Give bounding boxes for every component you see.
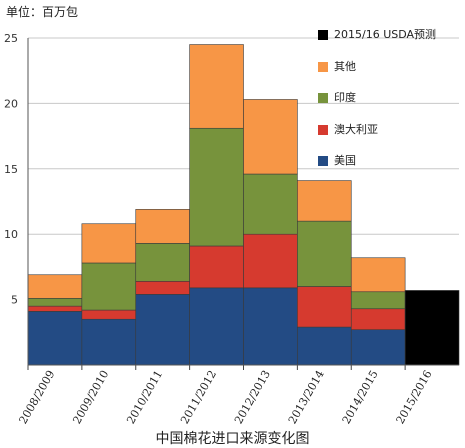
bar-segment (350, 308, 406, 330)
legend-item-other: 其他 (318, 60, 436, 92)
bar-segment (243, 173, 298, 235)
bar-segment (243, 287, 298, 366)
legend-item-forecast: 2015/16 USDA预测 (318, 28, 436, 60)
legend-label: 美国 (334, 154, 356, 167)
legend-swatch (318, 93, 328, 103)
unit-label: 单位：百万包 (6, 5, 79, 19)
x-tick-label: 2014/2015 (340, 368, 381, 426)
y-tick-label: 5 (11, 294, 18, 307)
bar-segment (350, 257, 406, 293)
bar-segment (81, 309, 137, 320)
bar-segment (135, 209, 190, 244)
legend-swatch (318, 61, 328, 72)
legend-label: 其他 (334, 59, 356, 73)
y-tick-label: 20 (4, 97, 18, 110)
x-tick-labels: 2008/2009 2009/2010 2010/2011 2011/2012 2012… (16, 368, 434, 426)
bar-segment (297, 326, 352, 366)
bar-segment (27, 274, 83, 299)
bar-segment (27, 311, 83, 366)
bar-segment (81, 223, 137, 264)
legend-swatch (318, 156, 328, 166)
bar-segment (189, 127, 244, 247)
chart-title: 中国棉花进口来源变化图 (155, 431, 310, 447)
x-tick-label: 2009/2010 (70, 368, 111, 426)
y-tick-label: 10 (4, 228, 18, 241)
legend-swatch (318, 124, 328, 135)
bar-segment (189, 287, 244, 366)
bar-segment (27, 297, 83, 307)
x-tick-label: 2012/2013 (232, 368, 273, 426)
y-tick-label: 25 (4, 32, 18, 45)
bar-segment (297, 220, 352, 287)
legend-label: 澳大利亚 (334, 122, 378, 136)
bar-segment (404, 290, 460, 366)
legend-label: 2015/16 USDA预测 (334, 28, 437, 41)
bar-segment (81, 262, 137, 311)
bar-segment (350, 291, 406, 310)
x-tick-label: 2008/2009 (16, 368, 57, 426)
legend-item-india: 印度 (318, 91, 436, 123)
x-tick-label: 2015/2016 (394, 368, 435, 426)
bars (27, 44, 460, 366)
bar-segment (243, 99, 298, 175)
bar-segment (350, 329, 406, 366)
legend-item-usa: 美国 (318, 154, 436, 186)
x-tick-label: 2011/2012 (178, 368, 219, 426)
bar-segment (135, 294, 190, 366)
bar-segment (243, 233, 298, 289)
bar-segment (297, 286, 352, 328)
bar-segment (189, 245, 244, 289)
x-tick-label: 2013/2014 (286, 368, 327, 426)
bar-segment (135, 280, 190, 295)
legend-item-australia: 澳大利亚 (318, 123, 436, 155)
bar-segment (81, 318, 137, 366)
legend: 2015/16 USDA预测 其他 印度 澳大利亚 美国 (318, 28, 436, 186)
x-tick-label: 2010/2011 (124, 368, 165, 426)
legend-swatch (318, 30, 328, 40)
legend-label: 印度 (334, 91, 356, 104)
bar-segment (297, 180, 352, 222)
y-tick-label: 15 (4, 163, 18, 176)
bar-segment (27, 305, 83, 312)
bar-segment (189, 44, 244, 129)
bar-segment (135, 243, 190, 282)
axes (27, 38, 459, 370)
y-tick-labels: 5 10 15 20 25 (4, 32, 18, 307)
